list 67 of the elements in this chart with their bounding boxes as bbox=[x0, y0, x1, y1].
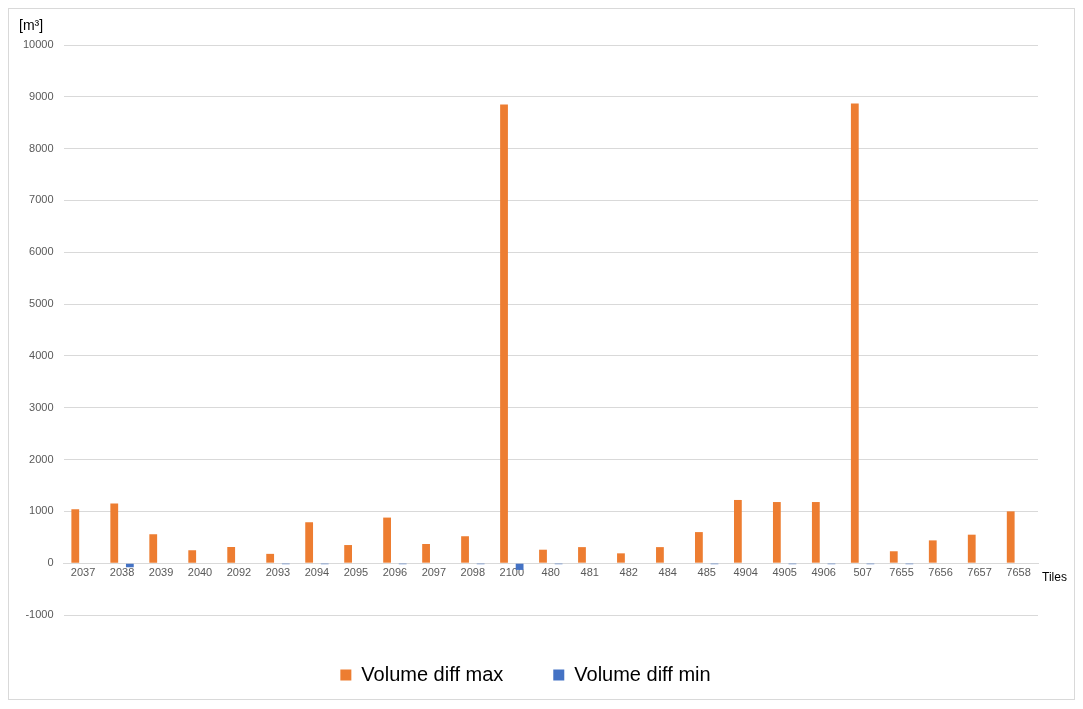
x-tick-label: 2038 bbox=[109, 565, 135, 578]
x-tick-label: 2095 bbox=[343, 565, 369, 578]
x-tick-label: 2040 bbox=[187, 565, 213, 578]
x-tick-label: 507 bbox=[853, 565, 872, 578]
bar bbox=[71, 509, 80, 563]
x-tick-label: 480 bbox=[541, 565, 560, 578]
x-tick-label: 2094 bbox=[304, 565, 330, 578]
x-tick-label: 481 bbox=[580, 565, 599, 578]
legend-label: Volume diff max bbox=[361, 662, 504, 685]
bar bbox=[515, 563, 524, 570]
x-tick-label: 2096 bbox=[382, 565, 408, 578]
x-axis-title: Tiles bbox=[1042, 570, 1067, 585]
bar bbox=[110, 503, 119, 563]
bar bbox=[967, 534, 976, 563]
y-tick-label: 3000 bbox=[29, 400, 54, 413]
y-tick-label: 0 bbox=[47, 556, 54, 569]
bar bbox=[539, 549, 547, 563]
x-tick-label: 7655 bbox=[889, 565, 914, 578]
x-tick-label: 484 bbox=[658, 565, 677, 578]
y-tick-label: 8000 bbox=[29, 141, 54, 154]
x-tick-label: 2093 bbox=[265, 565, 291, 578]
bar bbox=[617, 553, 625, 563]
x-tick-label: 4906 bbox=[811, 565, 836, 578]
x-tick-label: 4904 bbox=[733, 565, 758, 578]
bar bbox=[695, 532, 703, 563]
x-tick-label: 4905 bbox=[772, 565, 797, 578]
bar bbox=[850, 103, 859, 563]
x-tick-label: 2097 bbox=[421, 565, 447, 578]
bar bbox=[889, 551, 898, 563]
y-tick-label: 5000 bbox=[29, 297, 54, 310]
y-tick-label: 10000 bbox=[22, 38, 54, 51]
bar bbox=[1006, 511, 1015, 563]
bar bbox=[149, 534, 158, 563]
bar bbox=[188, 550, 197, 563]
y-tick-label: 9000 bbox=[29, 89, 54, 102]
y-tick-label: 7000 bbox=[29, 193, 54, 206]
x-tick-label: 485 bbox=[697, 565, 716, 578]
y-tick-label: 6000 bbox=[29, 245, 54, 258]
bar bbox=[422, 544, 430, 563]
bar bbox=[344, 545, 353, 563]
x-tick-label: 7658 bbox=[1006, 565, 1031, 578]
bar bbox=[500, 104, 508, 563]
y-tick-label: 4000 bbox=[29, 348, 54, 361]
bar bbox=[305, 522, 314, 563]
bar bbox=[227, 547, 236, 563]
x-tick-label: 2100 bbox=[499, 565, 525, 578]
x-tick-label: 7657 bbox=[967, 565, 992, 578]
x-tick-label: 482 bbox=[619, 565, 638, 578]
x-tick-label: 2098 bbox=[460, 565, 486, 578]
bar bbox=[578, 547, 586, 563]
bar bbox=[928, 540, 937, 563]
bar bbox=[811, 502, 820, 563]
y-tick-label: 2000 bbox=[29, 452, 54, 465]
bar bbox=[733, 499, 742, 563]
legend-label: Volume diff min bbox=[574, 662, 711, 685]
x-tick-label: 2037 bbox=[70, 565, 96, 578]
x-tick-label: 2092 bbox=[226, 565, 252, 578]
y-tick-label: 1000 bbox=[29, 504, 54, 517]
x-tick-label: 7656 bbox=[928, 565, 953, 578]
y-axis-title: [m³] bbox=[19, 16, 44, 33]
y-tick-label: -1000 bbox=[25, 608, 54, 621]
bar bbox=[656, 547, 664, 563]
bar bbox=[266, 553, 275, 563]
x-tick-label: 2039 bbox=[148, 565, 174, 578]
bar bbox=[461, 536, 469, 563]
bar bbox=[383, 517, 391, 563]
bar bbox=[772, 502, 781, 563]
